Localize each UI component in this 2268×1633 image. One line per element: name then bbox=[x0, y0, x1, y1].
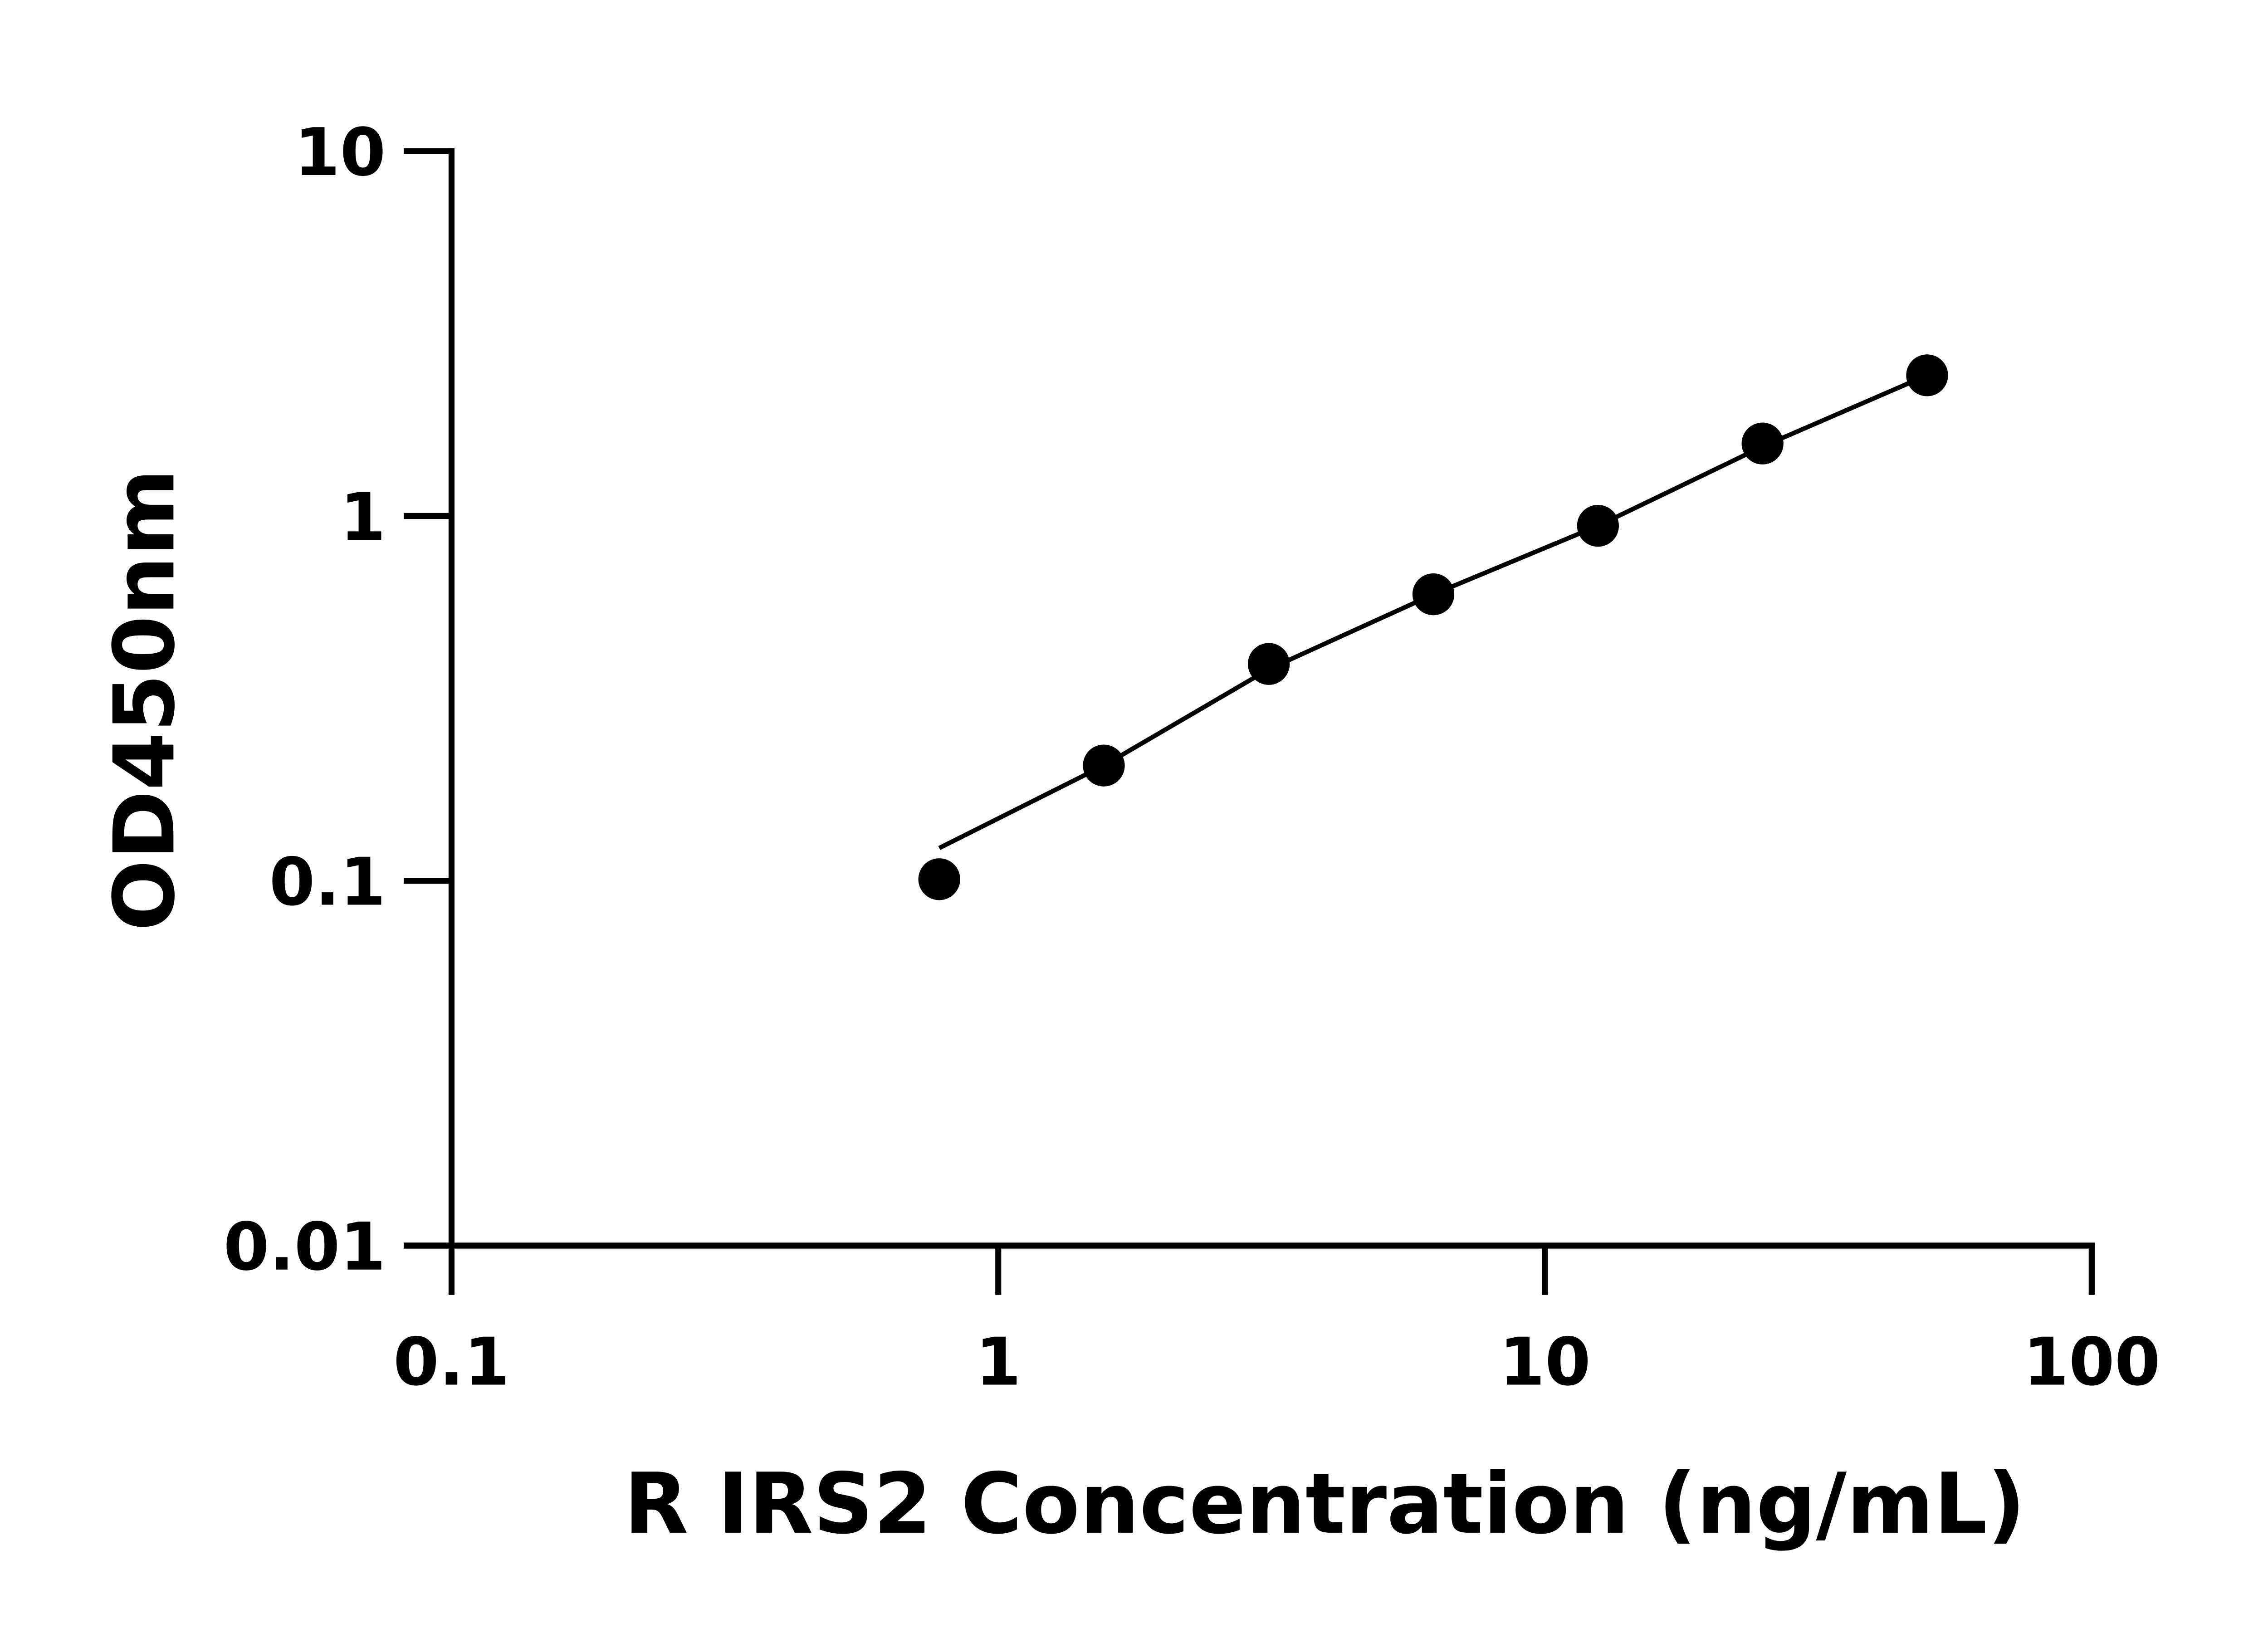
y-ticks: 0.01 0.1 1 10 bbox=[224, 114, 452, 1286]
data-point bbox=[1906, 354, 1948, 396]
data-point bbox=[1248, 643, 1290, 685]
data-point bbox=[1412, 573, 1455, 616]
data-point bbox=[1083, 744, 1125, 787]
axes bbox=[403, 148, 2095, 1249]
y-tick-label: 0.1 bbox=[269, 844, 386, 920]
data-points bbox=[918, 354, 1948, 900]
x-ticks: 0.1 1 10 100 bbox=[393, 1245, 2160, 1401]
data-point bbox=[1741, 422, 1784, 464]
y-tick-label: 10 bbox=[294, 114, 386, 191]
x-tick-label: 100 bbox=[2023, 1324, 2160, 1401]
x-axis-title: R IRS2 Concentration (ng/mL) bbox=[624, 1455, 2025, 1553]
x-tick-label: 1 bbox=[975, 1324, 1021, 1401]
x-tick-label: 0.1 bbox=[393, 1324, 510, 1401]
y-tick-label: 0.01 bbox=[224, 1209, 386, 1286]
x-tick-label: 10 bbox=[1499, 1324, 1591, 1401]
y-tick-label: 1 bbox=[340, 479, 386, 556]
y-axis-title: OD450nm bbox=[96, 469, 193, 931]
data-point bbox=[918, 858, 960, 900]
data-point bbox=[1577, 504, 1619, 547]
